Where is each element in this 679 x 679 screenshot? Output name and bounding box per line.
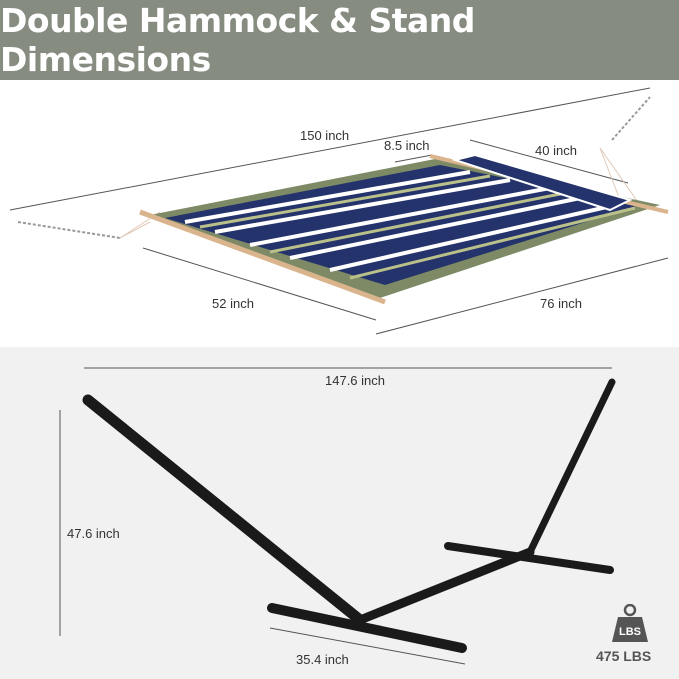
chain-icon <box>17 96 651 239</box>
label-stand-length: 147.6 inch <box>325 373 385 388</box>
hammock-image <box>139 153 669 305</box>
dim-line-pillow-width <box>394 154 433 163</box>
label-pillow-width: 8.5 inch <box>384 138 430 153</box>
pillow <box>451 153 633 212</box>
page-title: Double Hammock & Stand Dimensions <box>0 0 679 80</box>
dim-line-pillow-length <box>469 139 629 184</box>
stand-image <box>82 378 616 653</box>
label-stand-height: 47.6 inch <box>67 526 120 541</box>
label-bed-width: 52 inch <box>212 296 254 311</box>
dim-line-base-width <box>269 627 466 665</box>
weight-capacity: 475 LBS <box>596 648 652 664</box>
label-pillow-length: 40 inch <box>535 143 577 158</box>
dim-line-bed-length <box>375 257 669 335</box>
label-length: 150 inch <box>300 128 350 143</box>
weight-icon <box>612 604 648 642</box>
dim-line-length <box>9 87 651 211</box>
weight-icon-text: LBS <box>619 626 641 638</box>
label-base-width: 35.4 inch <box>296 652 349 667</box>
dim-line-bed-width <box>142 247 377 321</box>
label-bed-length: 76 inch <box>540 296 582 311</box>
